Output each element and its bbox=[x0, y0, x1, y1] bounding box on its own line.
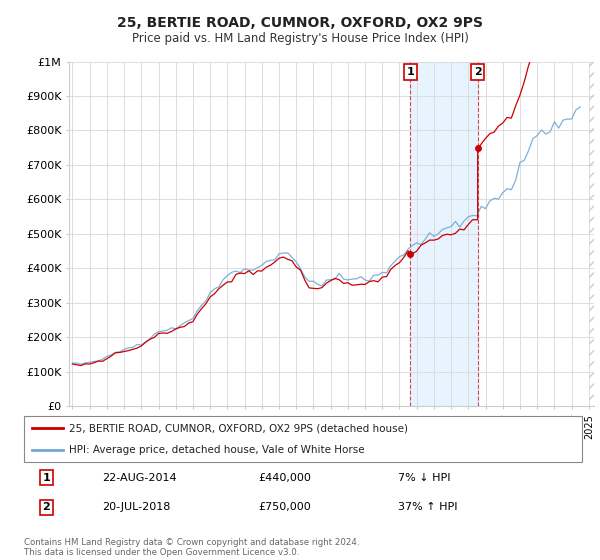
FancyBboxPatch shape bbox=[24, 416, 582, 462]
Text: 2: 2 bbox=[43, 502, 50, 512]
Text: HPI: Average price, detached house, Vale of White Horse: HPI: Average price, detached house, Vale… bbox=[68, 445, 364, 455]
Text: 7% ↓ HPI: 7% ↓ HPI bbox=[398, 473, 451, 483]
Text: 1: 1 bbox=[43, 473, 50, 483]
Text: 1: 1 bbox=[406, 67, 414, 77]
Text: 20-JUL-2018: 20-JUL-2018 bbox=[102, 502, 170, 512]
Text: 2: 2 bbox=[474, 67, 482, 77]
Text: Contains HM Land Registry data © Crown copyright and database right 2024.
This d: Contains HM Land Registry data © Crown c… bbox=[24, 538, 359, 557]
Text: £750,000: £750,000 bbox=[259, 502, 311, 512]
Bar bbox=[589, 62, 594, 406]
Text: 25, BERTIE ROAD, CUMNOR, OXFORD, OX2 9PS: 25, BERTIE ROAD, CUMNOR, OXFORD, OX2 9PS bbox=[117, 16, 483, 30]
Text: £440,000: £440,000 bbox=[259, 473, 311, 483]
Bar bbox=[410, 62, 478, 406]
Text: Price paid vs. HM Land Registry's House Price Index (HPI): Price paid vs. HM Land Registry's House … bbox=[131, 32, 469, 45]
Text: 25, BERTIE ROAD, CUMNOR, OXFORD, OX2 9PS (detached house): 25, BERTIE ROAD, CUMNOR, OXFORD, OX2 9PS… bbox=[68, 423, 407, 433]
Text: 37% ↑ HPI: 37% ↑ HPI bbox=[398, 502, 457, 512]
Text: 22-AUG-2014: 22-AUG-2014 bbox=[102, 473, 177, 483]
